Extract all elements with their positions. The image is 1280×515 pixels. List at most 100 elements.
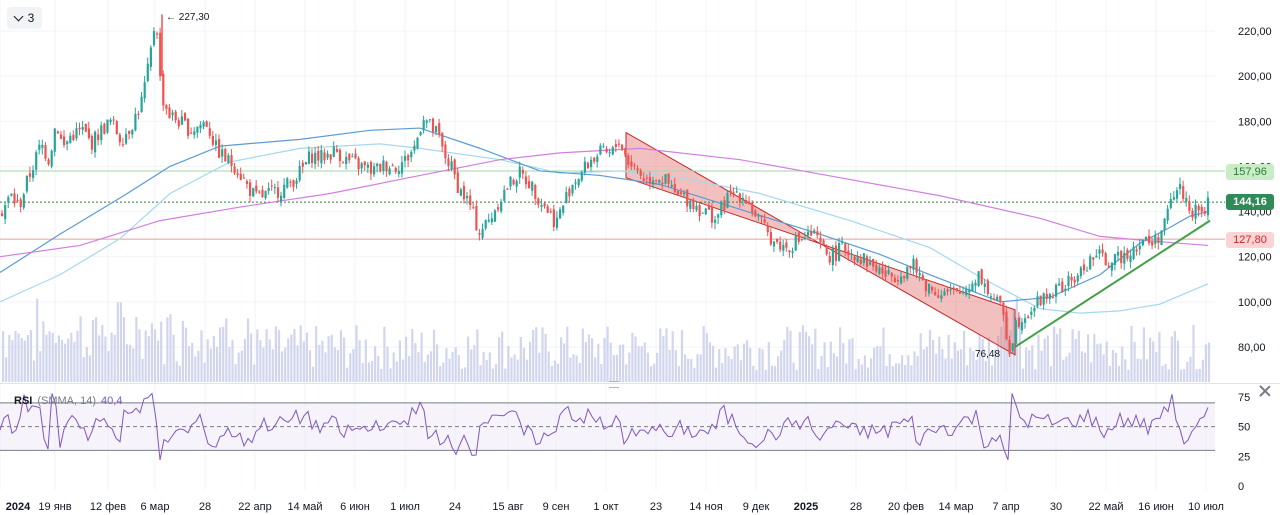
candle bbox=[797, 232, 800, 242]
volume-bar bbox=[203, 362, 206, 382]
volume-bar bbox=[544, 333, 547, 382]
volume-bar bbox=[848, 339, 851, 382]
volume-bar bbox=[764, 369, 767, 382]
candle bbox=[227, 155, 230, 163]
candle bbox=[642, 178, 645, 181]
candle bbox=[559, 209, 562, 219]
volume-bar bbox=[1207, 342, 1211, 382]
volume-bar bbox=[157, 340, 160, 382]
ma-fast-line bbox=[0, 143, 1209, 314]
volume-bar bbox=[392, 352, 395, 382]
volume-bar bbox=[653, 363, 656, 382]
time-tick: 14 ноя bbox=[689, 501, 722, 513]
uptrend-line bbox=[1014, 219, 1211, 348]
candle bbox=[466, 195, 469, 199]
candle bbox=[22, 194, 25, 208]
time-tick: 2024 bbox=[6, 501, 31, 513]
volume-bar bbox=[891, 366, 894, 382]
volume-bar bbox=[197, 350, 200, 382]
candle bbox=[202, 122, 205, 127]
volume-bar bbox=[888, 354, 891, 382]
rsi-legend[interactable]: RSI (SMMA, 14) 40,4 bbox=[14, 395, 122, 407]
candle bbox=[754, 210, 757, 217]
volume-bar bbox=[665, 328, 668, 382]
volume-bar bbox=[826, 367, 829, 382]
volume-bar bbox=[1025, 347, 1028, 382]
volume-bar bbox=[702, 326, 705, 382]
candle bbox=[893, 277, 896, 283]
candle bbox=[32, 170, 35, 178]
candle bbox=[283, 184, 286, 198]
candle bbox=[915, 259, 918, 273]
candle bbox=[732, 192, 735, 194]
price-tick: 120,00 bbox=[1238, 252, 1272, 264]
volume-bar bbox=[1186, 361, 1189, 382]
volume-bar bbox=[312, 366, 315, 382]
candle bbox=[931, 286, 934, 291]
volume-bar bbox=[674, 350, 677, 382]
candle bbox=[977, 271, 980, 286]
candle bbox=[940, 295, 943, 299]
candle bbox=[332, 146, 335, 157]
candle bbox=[326, 153, 329, 158]
volume-bar bbox=[529, 341, 532, 382]
volume-bar bbox=[792, 362, 795, 382]
candle bbox=[493, 210, 497, 222]
candle bbox=[989, 296, 993, 298]
candle bbox=[1169, 198, 1172, 208]
close-icon[interactable] bbox=[1258, 384, 1272, 398]
candle bbox=[847, 250, 850, 256]
volume-bar bbox=[628, 352, 631, 382]
indicators-collapse-button[interactable]: 3 bbox=[7, 7, 42, 29]
candle bbox=[211, 136, 214, 145]
candle bbox=[776, 238, 779, 242]
volume-bar bbox=[457, 355, 460, 382]
candle bbox=[435, 126, 438, 133]
volume-bar bbox=[501, 331, 504, 382]
volume-bar bbox=[271, 349, 274, 382]
candle bbox=[720, 201, 723, 216]
candle bbox=[1005, 311, 1008, 340]
candle bbox=[298, 166, 301, 181]
candle bbox=[84, 123, 87, 132]
volume-bar bbox=[460, 368, 463, 382]
candle bbox=[1011, 343, 1014, 351]
candle bbox=[528, 181, 531, 189]
volume-bar bbox=[690, 359, 693, 382]
candle bbox=[94, 131, 97, 153]
volume-bar bbox=[73, 341, 76, 382]
candle bbox=[1086, 270, 1089, 272]
candle bbox=[385, 161, 388, 172]
volume-bar bbox=[1028, 350, 1031, 382]
candle bbox=[35, 152, 38, 170]
volume-bar bbox=[773, 366, 777, 382]
candle bbox=[66, 141, 69, 145]
candle bbox=[475, 205, 478, 231]
candle bbox=[47, 159, 50, 165]
volume-bar bbox=[761, 349, 764, 382]
candle bbox=[1154, 235, 1157, 244]
candle bbox=[75, 128, 78, 139]
candle bbox=[1104, 253, 1107, 266]
candle bbox=[1092, 257, 1095, 260]
volume-bar bbox=[699, 354, 702, 382]
volume-bar bbox=[116, 302, 119, 382]
candle bbox=[971, 283, 974, 291]
candle bbox=[695, 205, 698, 211]
volume-bar bbox=[972, 351, 975, 382]
candle bbox=[118, 134, 121, 143]
volume-bar bbox=[876, 346, 879, 382]
pane-resize-handle[interactable] bbox=[609, 381, 619, 388]
volume-bar bbox=[389, 368, 392, 382]
candle bbox=[760, 215, 763, 218]
volume-bar bbox=[1034, 369, 1037, 382]
candle bbox=[1058, 283, 1061, 286]
volume-bar bbox=[715, 367, 718, 382]
candle bbox=[621, 144, 624, 150]
volume-bar bbox=[742, 343, 746, 382]
volume-bar bbox=[262, 347, 265, 382]
volume-bar bbox=[470, 349, 473, 382]
candle bbox=[1039, 295, 1042, 305]
time-tick: 20 фев bbox=[888, 501, 924, 513]
